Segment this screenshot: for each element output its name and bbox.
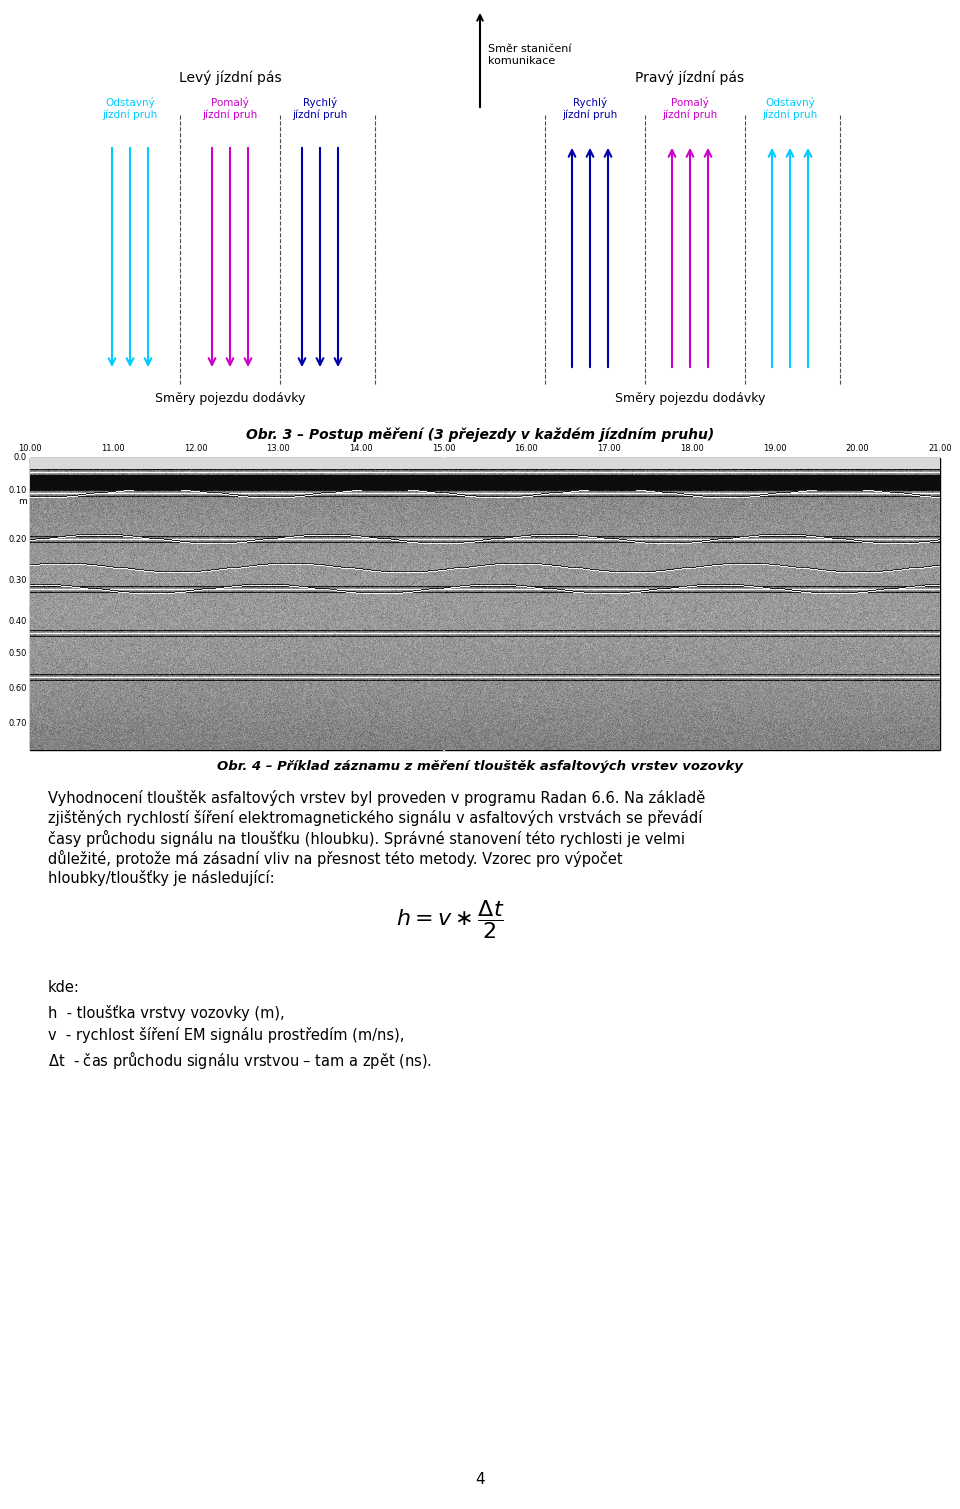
Text: 0.70: 0.70 — [9, 720, 27, 729]
Text: 10.00: 10.00 — [18, 444, 42, 453]
Text: $\Delta$t  - čas průchodu signálu vrstvou – tam a zpět (ns).: $\Delta$t - čas průchodu signálu vrstvou… — [48, 1049, 432, 1071]
Text: h  - tloušťka vrstvy vozovky (m),: h - tloušťka vrstvy vozovky (m), — [48, 1005, 284, 1022]
Text: Směry pojezdu dodávky: Směry pojezdu dodávky — [155, 392, 305, 404]
Text: Směr staničení
komunikace: Směr staničení komunikace — [488, 44, 571, 66]
Text: 0.30: 0.30 — [9, 576, 27, 585]
Text: v  - rychlost šíření EM signálu prostředím (m/ns),: v - rychlost šíření EM signálu prostředí… — [48, 1028, 404, 1043]
Text: Rychlý
jízdní pruh: Rychlý jízdní pruh — [293, 97, 348, 121]
Text: hloubky/tloušťky je následující:: hloubky/tloušťky je následující: — [48, 871, 275, 886]
Text: 0.20: 0.20 — [9, 536, 27, 545]
Text: 0.0: 0.0 — [13, 454, 27, 462]
Text: Pomalý
jízdní pruh: Pomalý jízdní pruh — [662, 97, 718, 121]
Text: Vyhodnocení tlouštěk asfaltových vrstev byl proveden v programu Radan 6.6. Na zá: Vyhodnocení tlouštěk asfaltových vrstev … — [48, 791, 706, 806]
Text: m: m — [18, 498, 27, 507]
Text: 12.00: 12.00 — [183, 444, 207, 453]
Text: 16.00: 16.00 — [515, 444, 539, 453]
Text: 20.00: 20.00 — [846, 444, 869, 453]
Text: 0.40: 0.40 — [9, 617, 27, 626]
Bar — [30, 459, 940, 750]
Text: 18.00: 18.00 — [680, 444, 704, 453]
Text: 0.60: 0.60 — [9, 684, 27, 693]
Text: kde:: kde: — [48, 979, 80, 994]
Text: Směry pojezdu dodávky: Směry pojezdu dodávky — [614, 392, 765, 404]
Text: 14.00: 14.00 — [349, 444, 372, 453]
Text: 19.00: 19.00 — [763, 444, 786, 453]
Text: Odstavný
jízdní pruh: Odstavný jízdní pruh — [762, 97, 818, 121]
Text: Pravý jízdní pás: Pravý jízdní pás — [636, 71, 745, 85]
Text: 0.50: 0.50 — [9, 649, 27, 658]
Text: 13.00: 13.00 — [266, 444, 290, 453]
Text: Rychlý
jízdní pruh: Rychlý jízdní pruh — [563, 97, 617, 121]
Text: Obr. 3 – Postup měření (3 přejezdy v každém jízdním pruhu): Obr. 3 – Postup měření (3 přejezdy v kaž… — [246, 429, 714, 442]
Text: 0.10: 0.10 — [9, 486, 27, 495]
Text: 11.00: 11.00 — [101, 444, 125, 453]
Text: $h = v \ast \dfrac{\Delta t}{2}$: $h = v \ast \dfrac{\Delta t}{2}$ — [396, 898, 504, 942]
Text: 4: 4 — [475, 1473, 485, 1488]
Text: zjištěných rychlostí šíření elektromagnetického signálu v asfaltových vrstvách s: zjištěných rychlostí šíření elektromagne… — [48, 810, 703, 825]
Text: Levý jízdní pás: Levý jízdní pás — [179, 71, 281, 85]
Text: časy průchodu signálu na tloušťku (hloubku). Správné stanovení této rychlosti je: časy průchodu signálu na tloušťku (hloub… — [48, 830, 685, 847]
Text: 15.00: 15.00 — [432, 444, 455, 453]
Text: důležité, protože má zásadní vliv na přesnost této metody. Vzorec pro výpočet: důležité, protože má zásadní vliv na pře… — [48, 850, 623, 868]
Text: Odstavný
jízdní pruh: Odstavný jízdní pruh — [103, 97, 157, 121]
Text: 17.00: 17.00 — [597, 444, 621, 453]
Text: Pomalý
jízdní pruh: Pomalý jízdní pruh — [203, 97, 257, 121]
Text: 21.00: 21.00 — [928, 444, 951, 453]
Text: Obr. 4 – Příklad záznamu z měření tlouštěk asfaltových vrstev vozovky: Obr. 4 – Příklad záznamu z měření tloušt… — [217, 761, 743, 773]
